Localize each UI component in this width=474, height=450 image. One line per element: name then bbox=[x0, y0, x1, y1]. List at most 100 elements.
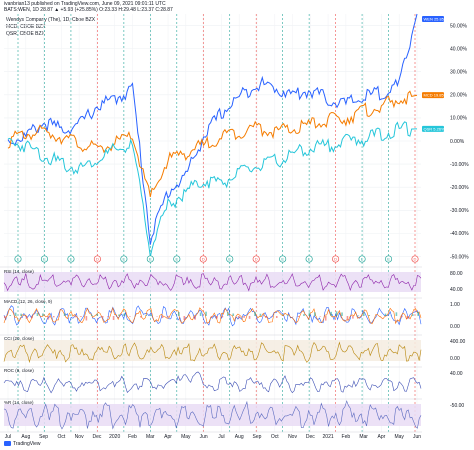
macd-hist-bar bbox=[303, 314, 305, 316]
x-tick-label: Sep bbox=[39, 434, 48, 440]
event-marker bbox=[120, 255, 128, 263]
macd-line bbox=[3, 305, 422, 327]
x-tick-label: Dec bbox=[306, 434, 315, 440]
x-tick-label: Aug bbox=[235, 434, 244, 440]
macd-hist-bar bbox=[31, 316, 33, 319]
event-marker-label: D bbox=[202, 257, 205, 262]
event-marker bbox=[411, 255, 419, 263]
event-marker-label: E bbox=[70, 257, 73, 262]
macd-hist-bar bbox=[161, 316, 164, 319]
macd-hist-bar bbox=[20, 313, 22, 316]
macd-hist-bar bbox=[254, 312, 256, 316]
badge-qsr: QSR 5.26% bbox=[422, 125, 445, 132]
y-tick-label: -20.00% bbox=[450, 185, 469, 191]
event-marker bbox=[226, 255, 234, 263]
badge-mcd: MCD 19.85% bbox=[422, 92, 448, 99]
brand-text: TradingView bbox=[13, 441, 41, 447]
macd-hist-bar bbox=[384, 313, 387, 316]
macd-label: MACD (12, 26, close, 9) bbox=[4, 299, 53, 304]
macd-hist-bar bbox=[248, 316, 251, 319]
legend-wen[interactable]: Wendys Company (The), 1D, Cboe BZX bbox=[6, 17, 96, 23]
y-tick-label: 30.00% bbox=[450, 70, 468, 76]
event-marker bbox=[14, 255, 22, 263]
macd-hist-bar bbox=[411, 314, 414, 316]
macd-hist-bar bbox=[395, 312, 398, 316]
macd-hist-bar bbox=[227, 312, 229, 316]
event-marker bbox=[305, 255, 313, 263]
y-tick-label: 20.00% bbox=[450, 93, 468, 99]
event-marker-label: E bbox=[361, 257, 364, 262]
x-tick-label: May bbox=[394, 434, 404, 440]
macd-hist-bar bbox=[330, 311, 332, 316]
publisher-line: ivanbrian13 published on TradingView.com… bbox=[4, 1, 166, 7]
badge-bg bbox=[422, 125, 444, 132]
x-tick-label: Jun bbox=[200, 434, 208, 440]
macd-hist-bar bbox=[150, 315, 153, 316]
macd-tick-label: 0.00 bbox=[450, 324, 460, 330]
roc-tick-label: 40.00 bbox=[450, 371, 463, 377]
macd-hist-bar bbox=[167, 316, 169, 318]
roc-label: ROC (9, close) bbox=[4, 368, 34, 373]
macd-hist-bar bbox=[341, 312, 343, 316]
macd-hist-bar bbox=[42, 313, 44, 316]
macd-hist-bar bbox=[183, 316, 186, 320]
y-tick-label: -30.00% bbox=[450, 208, 469, 214]
rsi-label: RSI (14, close) bbox=[4, 269, 34, 274]
macd-hist-bar bbox=[101, 316, 104, 318]
macd-hist-bar bbox=[346, 316, 349, 321]
event-marker bbox=[279, 255, 287, 263]
y-tick-label: -50.00% bbox=[450, 254, 469, 260]
x-tick-label: 2020 bbox=[109, 434, 120, 440]
macd-hist-bar bbox=[275, 316, 278, 318]
x-tick-label: Oct bbox=[271, 434, 279, 440]
event-marker-label: E bbox=[387, 257, 390, 262]
cci-tick-label: 0.00 bbox=[450, 356, 460, 362]
macd-hist-bar bbox=[221, 316, 224, 318]
y-tick-label: 0.00% bbox=[450, 139, 465, 145]
x-tick-label: Mar bbox=[146, 434, 155, 440]
event-vertical-lines bbox=[17, 14, 416, 432]
x-tick-label: Jul bbox=[5, 434, 11, 440]
legend-qsr[interactable]: QSR, CBOE BZX bbox=[6, 31, 45, 37]
y-tick-label: 50.00% bbox=[450, 23, 468, 29]
macd-hist-bar bbox=[145, 314, 148, 316]
macd-hist-bar bbox=[297, 316, 300, 317]
event-marker bbox=[40, 255, 49, 263]
macd-hist-bar bbox=[107, 316, 109, 317]
series-line-mcd bbox=[7, 90, 418, 197]
price-series bbox=[7, 13, 418, 257]
cci-line bbox=[3, 341, 422, 364]
macd-hist-bar bbox=[232, 313, 235, 316]
macd-hist-bar bbox=[80, 316, 82, 317]
macd-hist-bar bbox=[199, 312, 202, 316]
macd-hist-bar bbox=[237, 316, 240, 319]
event-marker bbox=[252, 255, 260, 263]
panel-band bbox=[4, 404, 421, 426]
macd-hist-bar bbox=[74, 316, 77, 318]
macd-hist-bar bbox=[58, 316, 60, 317]
price-badges: WEN 25.85% MCD 19.85% QSR 5.26% bbox=[422, 16, 448, 132]
roc-line bbox=[3, 371, 422, 394]
wr-line bbox=[3, 400, 422, 430]
macd-hist-bar bbox=[14, 312, 17, 316]
macd-hist-bar bbox=[314, 312, 316, 316]
event-marker bbox=[173, 255, 181, 263]
macd-hist-bar bbox=[112, 316, 115, 321]
macd-hist-bar bbox=[243, 316, 245, 318]
macd-hist-bar bbox=[96, 313, 99, 316]
event-marker-label: E bbox=[149, 257, 152, 262]
tradingview-logo-icon bbox=[4, 441, 11, 446]
y-tick-label: -10.00% bbox=[450, 162, 469, 168]
event-marker bbox=[146, 255, 154, 263]
wr-label: %R (14, close) bbox=[4, 400, 34, 405]
price-axis-bg bbox=[422, 12, 474, 442]
macd-hist-bar bbox=[129, 316, 131, 317]
macd-hist-bar bbox=[335, 311, 338, 316]
event-marker-label: D bbox=[334, 257, 337, 262]
x-tick-label: Jun bbox=[413, 434, 421, 440]
event-marker-label: E bbox=[228, 257, 231, 262]
event-marker bbox=[67, 255, 75, 263]
macd-hist-bar bbox=[36, 313, 39, 316]
rsi-tick-label: 80.00 bbox=[450, 271, 463, 277]
